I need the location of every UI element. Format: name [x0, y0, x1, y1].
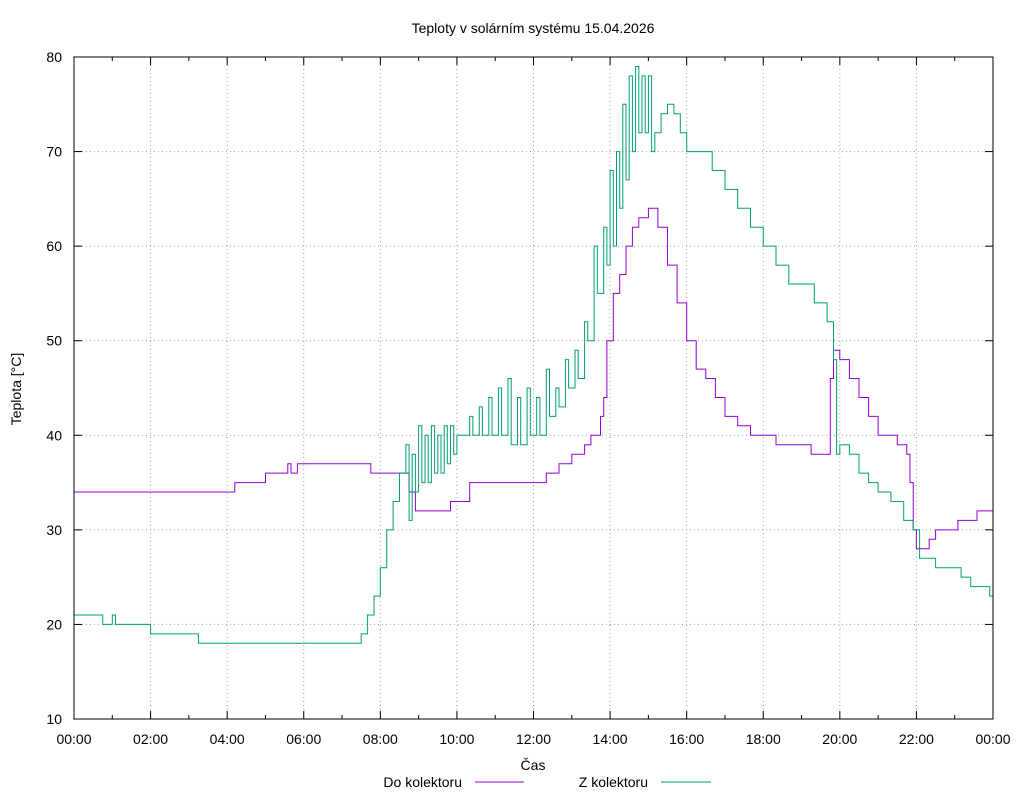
- x-tick-label: 04:00: [210, 731, 245, 747]
- legend-label-do-kolektoru: Do kolektoru: [383, 774, 462, 790]
- y-axis-label: Teplota [°C]: [8, 353, 24, 426]
- x-tick-label: 16:00: [669, 731, 704, 747]
- y-tick-label: 30: [46, 522, 62, 538]
- x-tick-label: 12:00: [516, 731, 551, 747]
- y-tick-label: 60: [46, 238, 62, 254]
- x-tick-label: 10:00: [439, 731, 474, 747]
- series-line-do-kolektoru: [74, 207, 993, 550]
- axis-ticks: 10 20 30 40 50 60 70 80 00:00 02:00 04:00 06:00 08:0…: [46, 49, 1010, 747]
- y-tick-label: 70: [46, 144, 62, 160]
- x-axis-label: Čas: [521, 757, 546, 773]
- x-tick-label: 22:00: [899, 731, 934, 747]
- chart-title: Teploty v solárním systému 15.04.2026: [412, 20, 655, 36]
- y-tick-label: 20: [46, 616, 62, 632]
- series-line-z-kolektoru: [74, 66, 993, 644]
- x-tick-label: 20:00: [822, 731, 857, 747]
- legend: Do kolektoru Z kolektoru: [383, 774, 711, 790]
- series-layer: [74, 66, 993, 644]
- x-tick-label: 06:00: [286, 731, 321, 747]
- x-tick-label: 02:00: [133, 731, 168, 747]
- x-tick-label: 00:00: [56, 731, 91, 747]
- y-tick-label: 80: [46, 49, 62, 65]
- x-tick-label: 14:00: [593, 731, 628, 747]
- y-tick-label: 50: [46, 333, 62, 349]
- x-tick-label: 00:00: [975, 731, 1010, 747]
- x-tick-label: 08:00: [363, 731, 398, 747]
- legend-label-z-kolektoru: Z kolektoru: [579, 774, 648, 790]
- y-tick-label: 40: [46, 427, 62, 443]
- y-tick-label: 10: [46, 711, 62, 727]
- x-tick-label: 18:00: [746, 731, 781, 747]
